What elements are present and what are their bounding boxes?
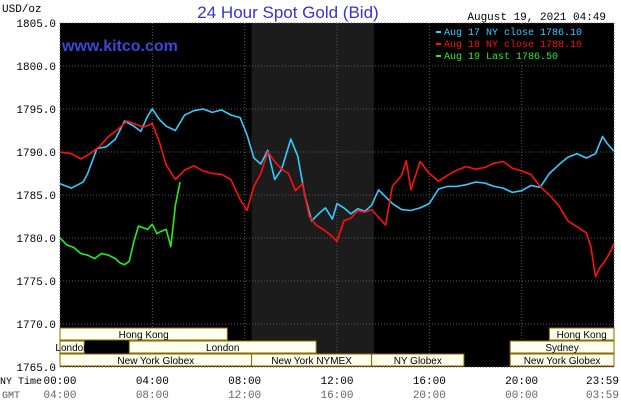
y-tick-label: 1765.0 — [16, 363, 56, 375]
y-tick-label: 1780.0 — [16, 234, 56, 246]
x-tick-label-gmt: 20:00 — [413, 390, 446, 402]
x-tick-label-ny: 12:00 — [320, 376, 353, 388]
session-bar — [509, 353, 615, 367]
timestamp: August 19, 2021 04:49 — [467, 12, 606, 24]
x-axis-label-gmt: GMT — [2, 391, 20, 402]
x-axis-ticks: 00:00 04:00 04:00 08:00 08:00 12:00 12:00 16:00… — [43, 376, 619, 402]
legend-swatch — [436, 43, 441, 45]
x-tick-label-gmt: 04:00 — [43, 390, 76, 402]
session-bar — [128, 340, 317, 354]
trading-sessions: Hong Kong Hong Kong London London Sydney New … — [55, 327, 615, 367]
grid-lines — [59, 22, 615, 368]
legend-entry: Aug 17 NY close 1786.10 — [444, 27, 582, 39]
x-tick-label-ny: 20:00 — [505, 376, 538, 388]
y-tick-label: 1775.0 — [16, 277, 56, 289]
session-label: New York Globex — [524, 356, 601, 367]
session-label: London — [55, 343, 88, 354]
x-tick-label-gmt: 00:00 — [505, 390, 538, 402]
series-line — [59, 181, 181, 266]
y-tick-label: 1800.0 — [16, 62, 56, 74]
session-label: New York NYMEX — [271, 356, 352, 367]
x-tick-label-ny: 08:00 — [228, 376, 261, 388]
session-bar — [59, 340, 85, 354]
legend-swatch — [436, 55, 441, 57]
unit-label: USD/oz — [2, 4, 42, 16]
x-tick-label-gmt: 12:00 — [228, 390, 261, 402]
session-label: NY Globex — [394, 356, 442, 367]
x-tick-label-ny: 16:00 — [413, 376, 446, 388]
session-label: New York Globex — [117, 356, 194, 367]
legend-swatch — [436, 31, 441, 33]
y-tick-label: 1785.0 — [16, 191, 56, 203]
session-bar — [548, 327, 615, 341]
x-axis-label-ny: NY Time — [0, 376, 42, 388]
session-bar — [509, 340, 615, 354]
y-tick-label: 1770.0 — [16, 320, 56, 332]
series-line — [59, 108, 615, 222]
session-bar — [371, 353, 465, 367]
legend-entry: Aug 18 NY close 1788.10 — [444, 39, 582, 51]
x-tick-label-ny: 23:59 — [586, 376, 619, 388]
y-tick-label: 1795.0 — [16, 105, 56, 117]
x-tick-label-ny: 00:00 — [43, 376, 76, 388]
x-tick-label-gmt: 03:59 — [586, 390, 619, 402]
session-bar — [59, 327, 228, 341]
y-tick-label: 1790.0 — [16, 148, 56, 160]
session-label: Hong Kong — [557, 330, 607, 341]
y-tick-label: 1805.0 — [16, 19, 56, 31]
chart-title: 24 Hour Spot Gold (Bid) — [197, 3, 378, 22]
legend-entry: Aug 19 Last 1786.50 — [444, 52, 558, 63]
watermark: www.kitco.com — [61, 38, 178, 55]
session-label: Hong Kong — [119, 330, 169, 341]
series-line — [59, 120, 615, 278]
session-label: London — [206, 343, 239, 354]
series-lines — [59, 108, 615, 278]
x-tick-label-gmt: 16:00 — [320, 390, 353, 402]
x-tick-label-ny: 04:00 — [136, 376, 169, 388]
legend-box — [433, 24, 612, 62]
session-label: Sydney — [545, 343, 578, 354]
x-tick-label-gmt: 08:00 — [136, 390, 169, 402]
y-axis-ticks: 1765.0 1770.0 1775.0 1780.0 1785.0 1790.0 1795… — [16, 19, 56, 375]
